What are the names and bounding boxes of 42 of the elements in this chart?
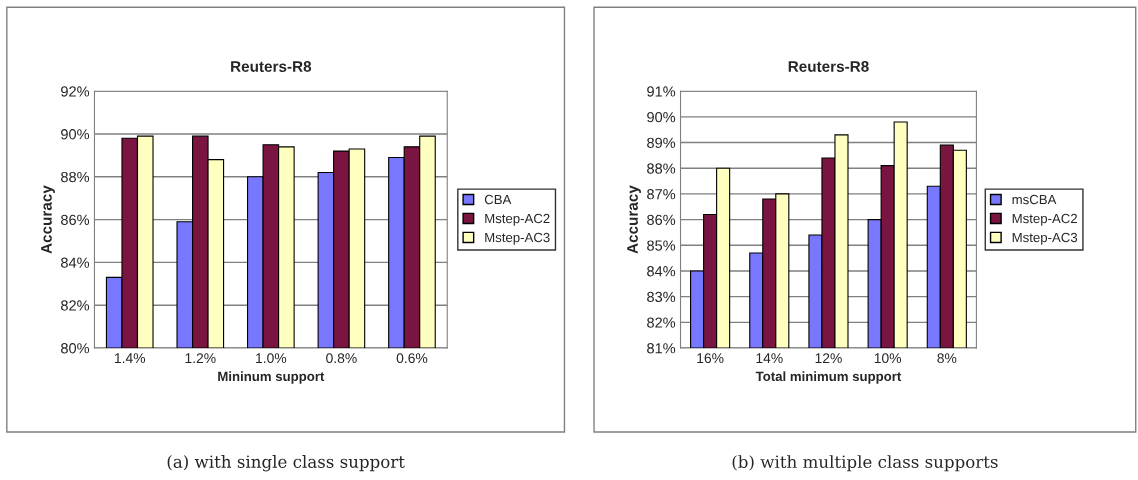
y-tick-label: 83% [647, 291, 676, 303]
legend-label: Mstep-AC2 [485, 213, 550, 226]
y-tick-label: 91% [647, 86, 676, 97]
y-tick-label: 84% [61, 257, 90, 268]
x-tick-label: 1.4% [114, 353, 146, 364]
y-tick-label: 85% [647, 240, 676, 251]
y-tick-label: 89% [647, 137, 676, 148]
y-tick-label: 81% [647, 343, 676, 354]
chart-title: Reuters-R8 [231, 61, 312, 72]
x-tick-label: 12% [815, 353, 842, 364]
x-tick-label: 10% [874, 353, 902, 364]
x-tick-label: 1.2% [185, 353, 216, 364]
y-tick-label: 86% [647, 214, 676, 226]
y-tick-label: 87% [647, 189, 676, 200]
chart-title: Reuters-R8 [788, 61, 869, 72]
y-tick-label: 88% [647, 163, 676, 174]
x-tick-label: 16% [697, 353, 724, 364]
y-tick-label: 80% [61, 343, 90, 354]
y-tick-label: 82% [647, 317, 676, 328]
y-tick-label: 86% [61, 214, 90, 226]
legend-label: Mstep-AC3 [1012, 232, 1078, 245]
legend-label: Mstep-AC3 [485, 232, 550, 245]
y-axis-title: Accuracy [41, 185, 55, 254]
y-axis-title: Accuracy [627, 185, 641, 254]
y-tick-label: 88% [61, 171, 90, 183]
text: (b) with multiple class supports [732, 455, 998, 472]
legend-label: Mstep-AC2 [1012, 213, 1077, 226]
x-tick-label: 0.8% [326, 353, 357, 364]
y-tick-label: 84% [647, 266, 676, 277]
x-tick-label: 0.6% [396, 353, 428, 364]
y-tick-label: 90% [61, 129, 90, 140]
legend-label: CBA [484, 194, 512, 205]
text: (a) with single class support [167, 455, 405, 472]
legend-label: msCBA [1012, 194, 1057, 205]
y-tick-label: 82% [61, 300, 90, 311]
x-axis-title: Mininum support [218, 371, 325, 384]
y-tick-label: 90% [647, 111, 676, 123]
y-tick-label: 92% [61, 86, 90, 97]
x-axis-title: Total minimum support [755, 371, 902, 384]
x-tick-label: 8% [937, 353, 957, 364]
x-tick-label: 1.0% [256, 353, 287, 364]
x-tick-label: 14% [756, 353, 783, 364]
